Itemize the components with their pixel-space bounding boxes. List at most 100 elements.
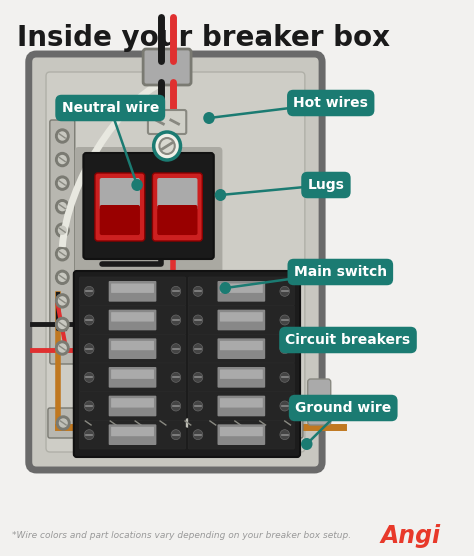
FancyBboxPatch shape [218, 367, 265, 388]
Circle shape [58, 156, 66, 163]
Circle shape [84, 315, 94, 325]
Circle shape [280, 373, 290, 383]
Circle shape [55, 152, 69, 167]
Circle shape [181, 416, 195, 430]
Circle shape [310, 336, 322, 348]
Circle shape [171, 373, 181, 383]
Circle shape [209, 419, 217, 427]
Circle shape [55, 200, 69, 214]
FancyBboxPatch shape [109, 424, 156, 445]
Circle shape [84, 401, 94, 411]
Text: Inside your breaker box: Inside your breaker box [17, 24, 390, 52]
FancyBboxPatch shape [111, 427, 154, 436]
Circle shape [55, 247, 69, 261]
Circle shape [106, 416, 120, 430]
FancyBboxPatch shape [109, 310, 156, 330]
FancyBboxPatch shape [80, 306, 185, 334]
FancyBboxPatch shape [29, 54, 322, 470]
FancyBboxPatch shape [143, 49, 191, 85]
Circle shape [84, 419, 92, 427]
Circle shape [134, 419, 142, 427]
FancyBboxPatch shape [218, 396, 265, 416]
Circle shape [55, 223, 69, 237]
Circle shape [55, 341, 69, 355]
FancyBboxPatch shape [220, 284, 263, 293]
Text: Lugs: Lugs [308, 178, 345, 192]
Circle shape [109, 419, 117, 427]
Circle shape [171, 286, 181, 296]
Circle shape [58, 320, 66, 329]
Circle shape [193, 344, 203, 354]
FancyBboxPatch shape [50, 120, 75, 364]
FancyBboxPatch shape [100, 178, 140, 210]
FancyBboxPatch shape [80, 420, 185, 449]
FancyBboxPatch shape [188, 277, 294, 306]
Circle shape [219, 282, 231, 294]
FancyBboxPatch shape [218, 339, 265, 359]
FancyBboxPatch shape [220, 341, 263, 350]
FancyBboxPatch shape [111, 398, 154, 408]
Circle shape [171, 344, 181, 354]
FancyBboxPatch shape [220, 370, 263, 379]
FancyBboxPatch shape [83, 153, 214, 259]
Circle shape [234, 419, 242, 427]
FancyBboxPatch shape [188, 334, 294, 363]
Circle shape [55, 129, 69, 143]
FancyBboxPatch shape [100, 205, 140, 235]
Circle shape [55, 270, 69, 284]
FancyBboxPatch shape [188, 420, 294, 449]
Text: Hot wires: Hot wires [293, 96, 368, 110]
Circle shape [82, 416, 95, 430]
Text: Angi: Angi [381, 524, 441, 548]
Text: *Wire colors and part locations vary depending on your breaker box setup.: *Wire colors and part locations vary dep… [11, 532, 351, 540]
Circle shape [281, 416, 294, 430]
FancyBboxPatch shape [46, 72, 305, 452]
Circle shape [193, 286, 203, 296]
Circle shape [55, 176, 69, 190]
Circle shape [171, 430, 181, 440]
FancyBboxPatch shape [80, 334, 185, 363]
Circle shape [58, 274, 66, 281]
Circle shape [280, 315, 290, 325]
Circle shape [301, 438, 312, 450]
FancyBboxPatch shape [188, 363, 294, 391]
Circle shape [259, 419, 266, 427]
Circle shape [184, 419, 191, 427]
Circle shape [58, 132, 66, 140]
Text: Circuit breakers: Circuit breakers [285, 333, 410, 347]
Circle shape [58, 297, 66, 305]
FancyBboxPatch shape [111, 370, 154, 379]
FancyBboxPatch shape [80, 391, 185, 420]
FancyBboxPatch shape [218, 310, 265, 330]
Circle shape [84, 373, 94, 383]
Text: Neutral wire: Neutral wire [62, 101, 159, 115]
Text: Ground wire: Ground wire [295, 401, 392, 415]
Circle shape [280, 401, 290, 411]
Circle shape [284, 419, 292, 427]
Circle shape [58, 179, 66, 187]
FancyBboxPatch shape [111, 284, 154, 293]
Circle shape [131, 416, 145, 430]
Circle shape [215, 189, 226, 201]
Circle shape [231, 416, 245, 430]
Circle shape [56, 416, 70, 430]
Circle shape [193, 315, 203, 325]
FancyBboxPatch shape [109, 396, 156, 416]
FancyBboxPatch shape [75, 147, 222, 277]
Circle shape [193, 430, 203, 440]
Circle shape [55, 317, 69, 331]
Circle shape [280, 344, 290, 354]
FancyBboxPatch shape [157, 205, 198, 235]
FancyBboxPatch shape [308, 379, 331, 425]
FancyBboxPatch shape [109, 281, 156, 302]
Circle shape [193, 401, 203, 411]
Circle shape [59, 419, 67, 427]
Circle shape [159, 419, 167, 427]
FancyBboxPatch shape [95, 173, 145, 241]
Circle shape [280, 430, 290, 440]
FancyBboxPatch shape [188, 306, 294, 334]
Circle shape [58, 203, 66, 211]
FancyBboxPatch shape [148, 110, 186, 134]
Circle shape [58, 344, 66, 352]
Circle shape [58, 226, 66, 234]
